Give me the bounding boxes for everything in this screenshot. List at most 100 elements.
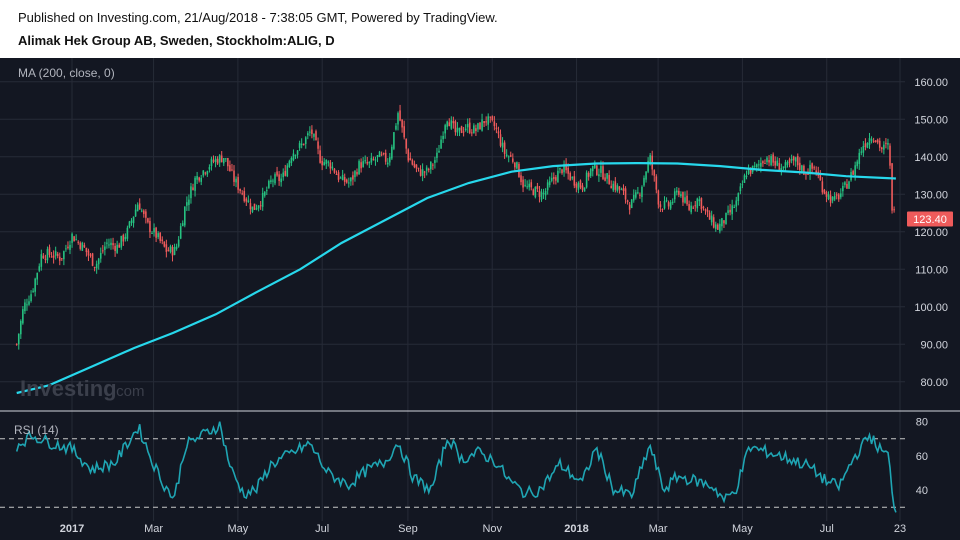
candle-body [481,119,483,131]
candle-body [885,142,887,144]
candle-body [497,131,500,134]
candle-body [140,210,143,212]
candle-body [302,143,305,145]
price-tick-label: 120.00 [914,227,948,239]
candle-body [179,226,182,239]
candle-body [883,144,885,150]
candle-body [124,236,127,240]
candle-body [735,200,738,207]
candle-body [225,158,227,160]
time-tick-label: Jul [315,523,329,535]
candle-body [717,224,719,230]
investing-watermark: Investing .com [20,376,145,401]
candle-body [294,154,297,156]
candle-body [819,175,822,181]
candle-body [360,162,362,169]
candle-body [860,151,863,153]
candle-body [67,246,69,248]
candle-body [239,189,241,191]
candle-body [591,165,594,172]
candle-body [864,143,867,147]
candle-body [501,142,504,148]
candle-body [614,181,617,190]
candle-body [432,164,434,166]
candle-body [805,173,807,175]
candle-body [663,200,666,209]
ma-indicator-label: MA (200, close, 0) [18,66,115,80]
candle-body [89,254,92,256]
candle-body [329,162,332,169]
candle-body [181,223,184,227]
candle-body [520,175,522,183]
candle-body [227,158,229,167]
candle-body [509,155,512,157]
time-tick-label: 2017 [60,523,84,535]
candle-body [782,166,785,168]
candle-body [846,184,848,189]
candle-body [194,177,196,191]
candle-body [288,161,291,167]
candle-body [304,137,307,144]
candle-body [196,176,198,180]
price-axis: 160.00 150.00 140.00 130.00 120.00 110.00 100.… [914,77,948,389]
candle-body [165,244,168,252]
candle-body [421,169,424,176]
candle-body [173,246,176,255]
candle-body [866,142,869,148]
time-axis: 2017 Mar May Jul Sep Nov 2018 Mar May Jul 23 [60,523,906,535]
candle-body [887,142,889,145]
candle-body [829,195,832,203]
candle-body [177,239,180,247]
candle-body [468,122,471,133]
candle-body [138,203,141,210]
candle-body [300,143,303,146]
candle-body [325,159,328,165]
last-price-label: 123.40 [913,214,947,226]
candle-body [579,180,582,188]
candle-body [585,172,588,188]
candle-body [507,156,510,158]
price-chart[interactable]: Investing .com MA (200, close, 0) 160.00… [0,58,960,540]
candle-body [231,169,233,171]
candle-body [26,304,28,306]
candle-body [807,173,809,175]
time-tick-label: Sep [398,523,418,535]
candle-body [444,125,446,134]
candle-body [799,162,801,170]
candle-body [380,154,383,156]
candle-body [503,142,506,154]
candle-body [721,218,723,227]
candle-body [534,186,537,198]
candle-body [32,290,34,292]
candle-body [372,159,375,161]
candle-body [448,122,451,127]
candle-body [854,165,856,177]
candle-body [368,161,371,164]
candle-body [212,160,215,162]
candle-body [397,113,399,125]
candle-body [487,116,490,125]
candle-body [598,174,600,177]
candle-body [251,206,254,212]
candle-body [483,121,485,123]
candle-body [268,180,270,188]
candle-body [319,150,321,163]
candle-body [647,160,649,172]
candle-body [604,177,606,181]
candle-body [596,165,598,175]
candle-body [411,160,414,165]
last-price-marker: 123.40 [907,211,953,227]
candle-body [46,249,49,261]
candle-body [868,138,871,145]
candle-body [407,149,410,161]
candle-body [413,163,416,168]
candle-body [143,210,145,214]
candle-body [626,200,629,202]
candle-body [479,122,481,130]
candle-body [725,212,727,225]
candle-body [669,202,672,209]
candle-body [192,187,194,191]
candle-body [561,169,563,174]
candle-body [446,121,449,127]
candle-body [104,246,106,250]
